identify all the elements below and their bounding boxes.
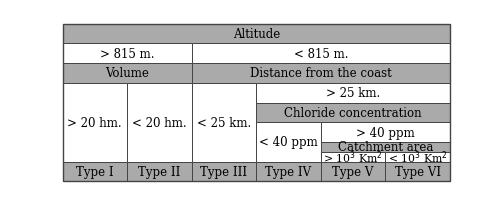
Bar	[321, 162, 386, 182]
Text: Altitude: Altitude	[232, 28, 280, 41]
Text: < 815 m.: < 815 m.	[294, 48, 348, 60]
Text: Type II: Type II	[138, 165, 180, 178]
Bar	[192, 83, 256, 162]
Text: Volume: Volume	[105, 67, 149, 80]
Text: < 40 ppm: < 40 ppm	[259, 136, 318, 149]
Bar	[256, 123, 321, 162]
Text: > 40 ppm: > 40 ppm	[356, 126, 415, 139]
Text: < 25 km.: < 25 km.	[197, 116, 251, 129]
Text: Type V: Type V	[332, 165, 374, 178]
Bar	[192, 64, 450, 83]
Text: Chloride concentration: Chloride concentration	[284, 106, 422, 119]
Bar	[62, 162, 127, 182]
Bar	[321, 123, 450, 142]
Text: Catchment area: Catchment area	[338, 141, 433, 154]
Bar	[256, 162, 321, 182]
Bar	[62, 44, 192, 64]
Text: Type I: Type I	[76, 165, 114, 178]
Bar	[321, 152, 386, 162]
Text: Type IV: Type IV	[266, 165, 312, 178]
Bar	[386, 152, 450, 162]
Bar	[386, 162, 450, 182]
Text: Type III: Type III	[200, 165, 248, 178]
Bar	[192, 44, 450, 64]
Text: Distance from the coast: Distance from the coast	[250, 67, 392, 80]
Text: < 10$^3$ Km$^2$: < 10$^3$ Km$^2$	[388, 149, 448, 165]
Text: > 10$^3$ Km$^2$: > 10$^3$ Km$^2$	[324, 149, 383, 165]
Bar	[192, 162, 256, 182]
Text: < 20 hm.: < 20 hm.	[132, 116, 186, 129]
Text: > 25 km.: > 25 km.	[326, 87, 380, 100]
Bar	[62, 64, 192, 83]
Bar	[62, 24, 450, 44]
Text: > 20 hm.: > 20 hm.	[68, 116, 122, 129]
Bar	[256, 83, 450, 103]
Bar	[127, 83, 192, 162]
Text: Type VI: Type VI	[394, 165, 441, 178]
Bar	[127, 162, 192, 182]
Bar	[62, 83, 127, 162]
Bar	[256, 103, 450, 123]
Text: > 815 m.: > 815 m.	[100, 48, 154, 60]
Bar	[321, 142, 450, 152]
